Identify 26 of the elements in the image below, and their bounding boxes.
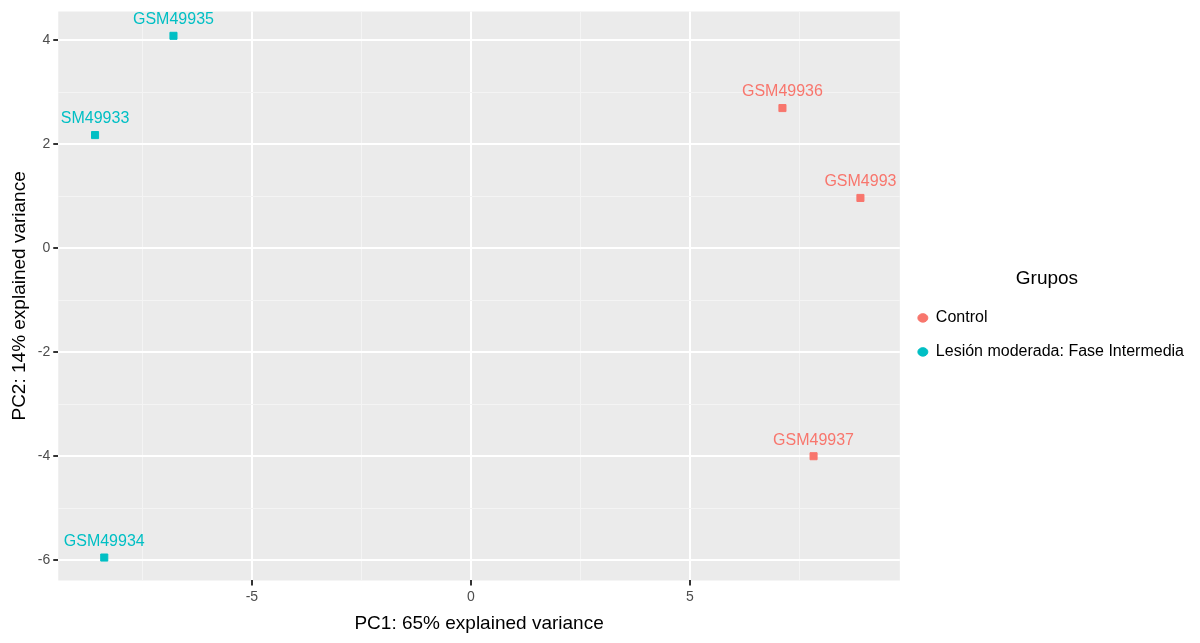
- legend-label: Lesión moderada: Fase Intermedia: [935, 342, 1185, 360]
- point: [809, 452, 818, 461]
- x-axis-title: PC1: 65% explained variance: [354, 611, 604, 633]
- annotation: GSM49937: [773, 430, 855, 448]
- annotation: SM49933: [60, 109, 130, 127]
- y-tick-label: 0: [42, 239, 51, 256]
- point: [100, 553, 109, 562]
- legend-label: Control: [935, 308, 988, 326]
- y-tick-label: -4: [37, 447, 51, 464]
- annotation: GSM49935: [133, 10, 215, 28]
- annotation: GSM4993: [824, 172, 897, 190]
- x-tick-label: 0: [467, 587, 476, 604]
- y-tick-label: 4: [42, 31, 51, 48]
- x-tick-label: -5: [245, 587, 259, 604]
- y-tick-label: 2: [42, 135, 51, 152]
- point: [91, 131, 100, 140]
- y-axis-title: PC2: 14% explained variance: [7, 171, 29, 421]
- y-tick-label: -2: [37, 343, 51, 360]
- annotation: GSM49936: [741, 82, 824, 100]
- point: [778, 104, 787, 113]
- point: [169, 31, 178, 40]
- y-tick-label: -6: [37, 550, 51, 567]
- annotation: GSM49934: [63, 531, 145, 549]
- x-tick-label: 5: [686, 587, 695, 604]
- legend-title: Grupos: [1015, 266, 1079, 288]
- point: [856, 193, 865, 202]
